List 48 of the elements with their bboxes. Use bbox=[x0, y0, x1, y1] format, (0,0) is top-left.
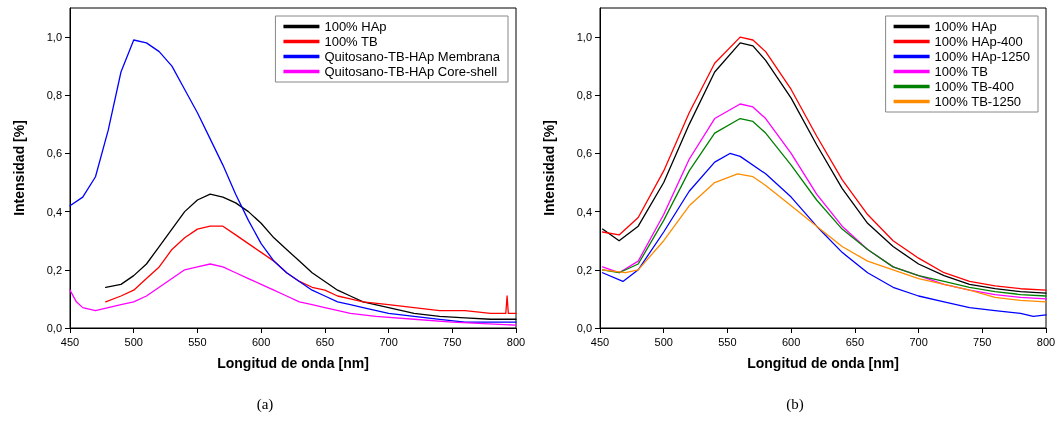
line-series bbox=[601, 152, 1047, 318]
legend-label: 100% TB-1250 bbox=[934, 94, 1022, 109]
line-series bbox=[601, 173, 1047, 303]
x-tick-label: 700 bbox=[909, 335, 928, 348]
x-tick-label: 700 bbox=[379, 335, 398, 348]
x-tick-label: 550 bbox=[718, 335, 737, 348]
x-tick-label: 600 bbox=[251, 335, 271, 348]
x-axis-title: Longitud de onda [nm] bbox=[747, 355, 899, 371]
legend-label: 100% HAp bbox=[324, 19, 387, 34]
text: (b) bbox=[786, 395, 804, 413]
legend-label: Quitosano-TB-HAp Membrana bbox=[324, 49, 501, 64]
y-tick-label: 0,4 bbox=[576, 205, 592, 218]
y-tick-label: 0,8 bbox=[46, 89, 62, 102]
x-tick-label: 550 bbox=[188, 335, 207, 348]
legend-label: 100% HAp-1250 bbox=[934, 49, 1031, 64]
y-tick-label: 0,2 bbox=[576, 263, 592, 276]
legend-label: 100% HAp bbox=[934, 19, 997, 34]
x-tick-label: 800 bbox=[506, 335, 526, 348]
y-tick-label: 0,6 bbox=[46, 147, 62, 160]
y-tick-label: 0,8 bbox=[576, 89, 592, 102]
y-tick-label: 0,4 bbox=[46, 205, 62, 218]
line-series bbox=[105, 225, 517, 315]
y-tick-label: 0,0 bbox=[46, 322, 62, 334]
line-series bbox=[69, 39, 517, 323]
y-tick-label: 1,0 bbox=[46, 31, 62, 44]
x-tick-label: 500 bbox=[654, 335, 673, 348]
y-tick-label: 0,0 bbox=[576, 322, 592, 334]
legend-label: Quitosano-TB-HAp Core-shell bbox=[324, 64, 498, 79]
legend-label: 100% TB-400 bbox=[934, 79, 1014, 94]
y-axis-title: Intensidad [%] bbox=[541, 120, 557, 216]
x-tick-label: 800 bbox=[1036, 335, 1056, 348]
x-tick-label: 650 bbox=[315, 335, 335, 348]
x-tick-label: 500 bbox=[124, 335, 143, 348]
y-tick-label: 0,2 bbox=[46, 263, 62, 276]
x-tick-label: 450 bbox=[590, 335, 610, 348]
x-tick-label: 750 bbox=[443, 335, 462, 348]
y-tick-label: 0,6 bbox=[576, 147, 592, 160]
x-tick-label: 450 bbox=[60, 335, 80, 348]
x-tick-label: 600 bbox=[781, 335, 801, 348]
x-tick-label: 650 bbox=[845, 335, 865, 348]
x-tick-label: 750 bbox=[973, 335, 992, 348]
x-axis-title: Longitud de onda [nm] bbox=[217, 355, 369, 371]
y-axis-title: Intensidad [%] bbox=[11, 120, 27, 216]
legend-label: 100% TB bbox=[934, 64, 988, 79]
y-tick-label: 1,0 bbox=[576, 31, 592, 44]
legend-label: 100% HAp-400 bbox=[934, 34, 1023, 49]
legend-label: 100% TB bbox=[324, 34, 378, 49]
text: (a) bbox=[256, 395, 274, 413]
